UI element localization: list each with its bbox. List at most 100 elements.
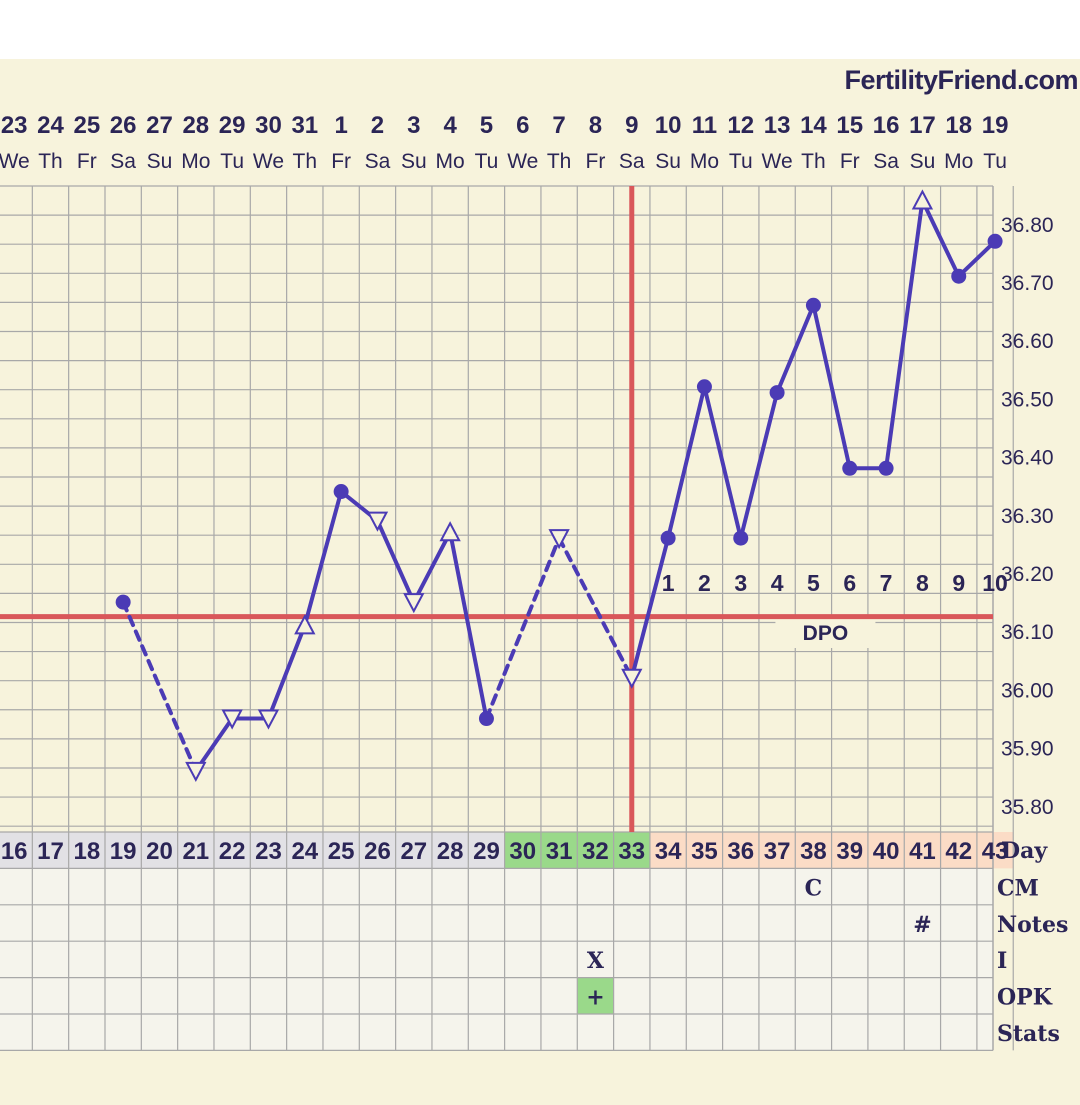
temp-line [266,623,307,721]
cycle-day-cell [976,832,1014,869]
date-label: 19 [982,112,1009,139]
cycle-day-cell [431,832,469,869]
cycle-day-number: 25 [328,838,355,865]
temp-point-dot [769,385,785,401]
cycle-day-cell [686,832,723,869]
dpo-number: 7 [880,570,893,596]
cycle-day-number: 41 [909,838,936,865]
cycle-day-cell [213,832,251,869]
date-label: 31 [291,112,318,139]
cycle-day-number: 38 [800,838,827,865]
cycle-day-cell [286,832,323,869]
cycle-day-cell [395,832,432,869]
dpo-number: 9 [952,570,965,596]
date-label: 12 [727,112,754,139]
temp-point-triangle-down [621,668,643,689]
date-label: 23 [1,112,28,139]
cycle-day-number: 18 [73,838,100,865]
date-label: 29 [219,112,246,139]
temp-point-dot [951,268,967,284]
date-label: 8 [589,112,602,139]
dpo-number: 2 [698,570,711,596]
cycle-day-number: 26 [364,838,391,865]
y-tick-label: 35.90 [1001,738,1054,761]
weekday-label: Fr [331,150,351,173]
temp-line [738,390,780,541]
temp-point-triangle-down [403,593,425,614]
temp-point-triangle-down [221,709,243,730]
weekday-label: Sa [873,150,899,173]
cycle-day-number: 30 [509,838,536,865]
cycle-day-number: 43 [982,838,1009,865]
weekday-label: Th [38,150,63,173]
weekday-label: Fr [840,150,860,173]
day-row-label: Day [1001,838,1048,864]
weekday-label: We [253,150,284,173]
cycle-day-number: 28 [437,838,464,865]
weekday-label: Su [910,150,936,173]
temp-line [666,384,707,541]
y-tick-label: 36.60 [1001,330,1054,353]
weekday-label: Fr [77,150,97,173]
temp-line [920,198,961,279]
temp-point-triangle-up [294,614,316,635]
cycle-day-number: 35 [691,838,718,865]
cycle-day-cell [0,832,33,869]
weekday-label: Sa [619,150,645,173]
weekday-label: Su [655,150,681,173]
cycle-day-cell [32,832,69,869]
cycle-day-cell [177,832,214,869]
temp-point-triangle-down [257,709,280,730]
cycle-day-cell [940,832,977,869]
weekday-label: Mo [944,150,973,173]
cycle-day-number: 21 [182,838,209,865]
date-label: 9 [625,112,638,139]
y-tick-label: 36.70 [1001,272,1054,295]
date-label: 14 [800,112,827,139]
y-tick-label: 36.10 [1001,621,1054,644]
weekday-label: Fr [586,150,606,173]
temp-point-dot [478,711,494,727]
weekday-label: Tu [729,150,753,173]
cycle-day-number: 40 [873,838,900,865]
date-label: 13 [764,112,791,139]
date-label: 24 [37,112,64,139]
cycle-day-number: 33 [618,838,645,865]
temp-line [956,239,998,279]
cycle-day-number: 39 [836,838,863,865]
temp-line [884,198,925,471]
weekday-label: Tu [220,150,244,173]
date-label: 18 [945,112,972,139]
date-label: 16 [873,112,900,139]
y-tick-label: 36.30 [1001,505,1054,528]
temp-line [302,489,344,628]
cycle-day-number: 34 [655,838,682,865]
date-label: 10 [655,112,682,139]
cycle-day-number: 16 [1,838,28,865]
cycle-day-cell [758,832,796,869]
date-label: 15 [836,112,863,139]
temp-point-dot [696,379,712,395]
cycle-day-number: 27 [400,838,427,865]
dpo-number: 6 [843,570,856,596]
row-label-i: I [997,948,1007,974]
weekday-label: Su [401,150,427,173]
temp-point-triangle-down [366,511,389,532]
y-tick-label: 36.50 [1001,388,1054,411]
weekday-label: Su [147,150,173,173]
cycle-day-cell [322,832,360,869]
cycle-day-number: 20 [146,838,173,865]
weekday-label: Sa [365,150,391,173]
row-label-opk: OPK [997,985,1053,1011]
weekday-label: Sa [110,150,136,173]
y-tick-label: 36.00 [1001,679,1054,702]
row-mark-notes: # [913,912,931,938]
date-label: 25 [73,112,100,139]
cycle-day-cell [577,832,614,869]
data-rows-bg [0,868,993,1051]
cycle-day-number: 23 [255,838,282,865]
weekday-label: Th [547,150,572,173]
y-tick-label: 35.80 [1001,796,1054,819]
dpo-number: 5 [807,570,820,596]
